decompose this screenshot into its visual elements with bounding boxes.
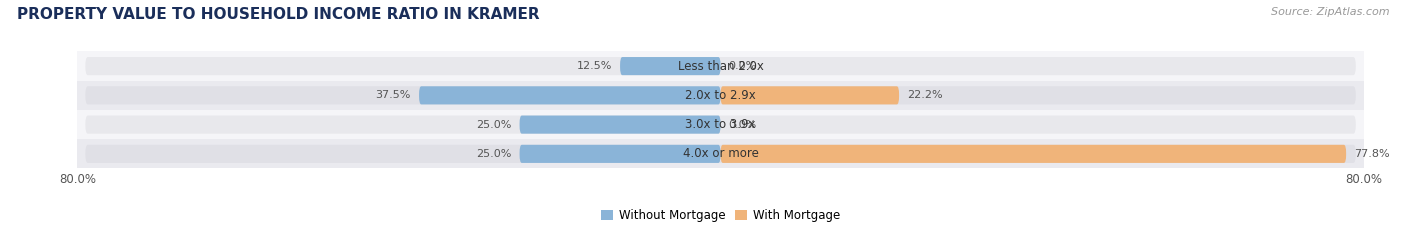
Text: Source: ZipAtlas.com: Source: ZipAtlas.com [1271, 7, 1389, 17]
Legend: Without Mortgage, With Mortgage: Without Mortgage, With Mortgage [596, 205, 845, 227]
Text: 25.0%: 25.0% [477, 120, 512, 130]
Text: 4.0x or more: 4.0x or more [683, 147, 758, 160]
Text: 0.0%: 0.0% [728, 61, 756, 71]
Text: 3.0x to 3.9x: 3.0x to 3.9x [685, 118, 756, 131]
Text: 22.2%: 22.2% [907, 90, 943, 100]
FancyBboxPatch shape [77, 81, 1364, 110]
Text: Less than 2.0x: Less than 2.0x [678, 60, 763, 73]
FancyBboxPatch shape [86, 57, 1355, 75]
Text: 12.5%: 12.5% [576, 61, 612, 71]
FancyBboxPatch shape [721, 86, 898, 104]
FancyBboxPatch shape [86, 86, 1355, 104]
FancyBboxPatch shape [77, 139, 1364, 168]
Text: 0.0%: 0.0% [728, 120, 756, 130]
FancyBboxPatch shape [419, 86, 721, 104]
FancyBboxPatch shape [77, 51, 1364, 81]
FancyBboxPatch shape [520, 116, 721, 134]
FancyBboxPatch shape [86, 145, 1355, 163]
Text: 77.8%: 77.8% [1354, 149, 1389, 159]
Text: 37.5%: 37.5% [375, 90, 411, 100]
FancyBboxPatch shape [86, 116, 1355, 134]
Text: PROPERTY VALUE TO HOUSEHOLD INCOME RATIO IN KRAMER: PROPERTY VALUE TO HOUSEHOLD INCOME RATIO… [17, 7, 540, 22]
Text: 25.0%: 25.0% [477, 149, 512, 159]
FancyBboxPatch shape [721, 145, 1346, 163]
Text: 2.0x to 2.9x: 2.0x to 2.9x [685, 89, 756, 102]
FancyBboxPatch shape [77, 110, 1364, 139]
FancyBboxPatch shape [620, 57, 721, 75]
FancyBboxPatch shape [520, 145, 721, 163]
